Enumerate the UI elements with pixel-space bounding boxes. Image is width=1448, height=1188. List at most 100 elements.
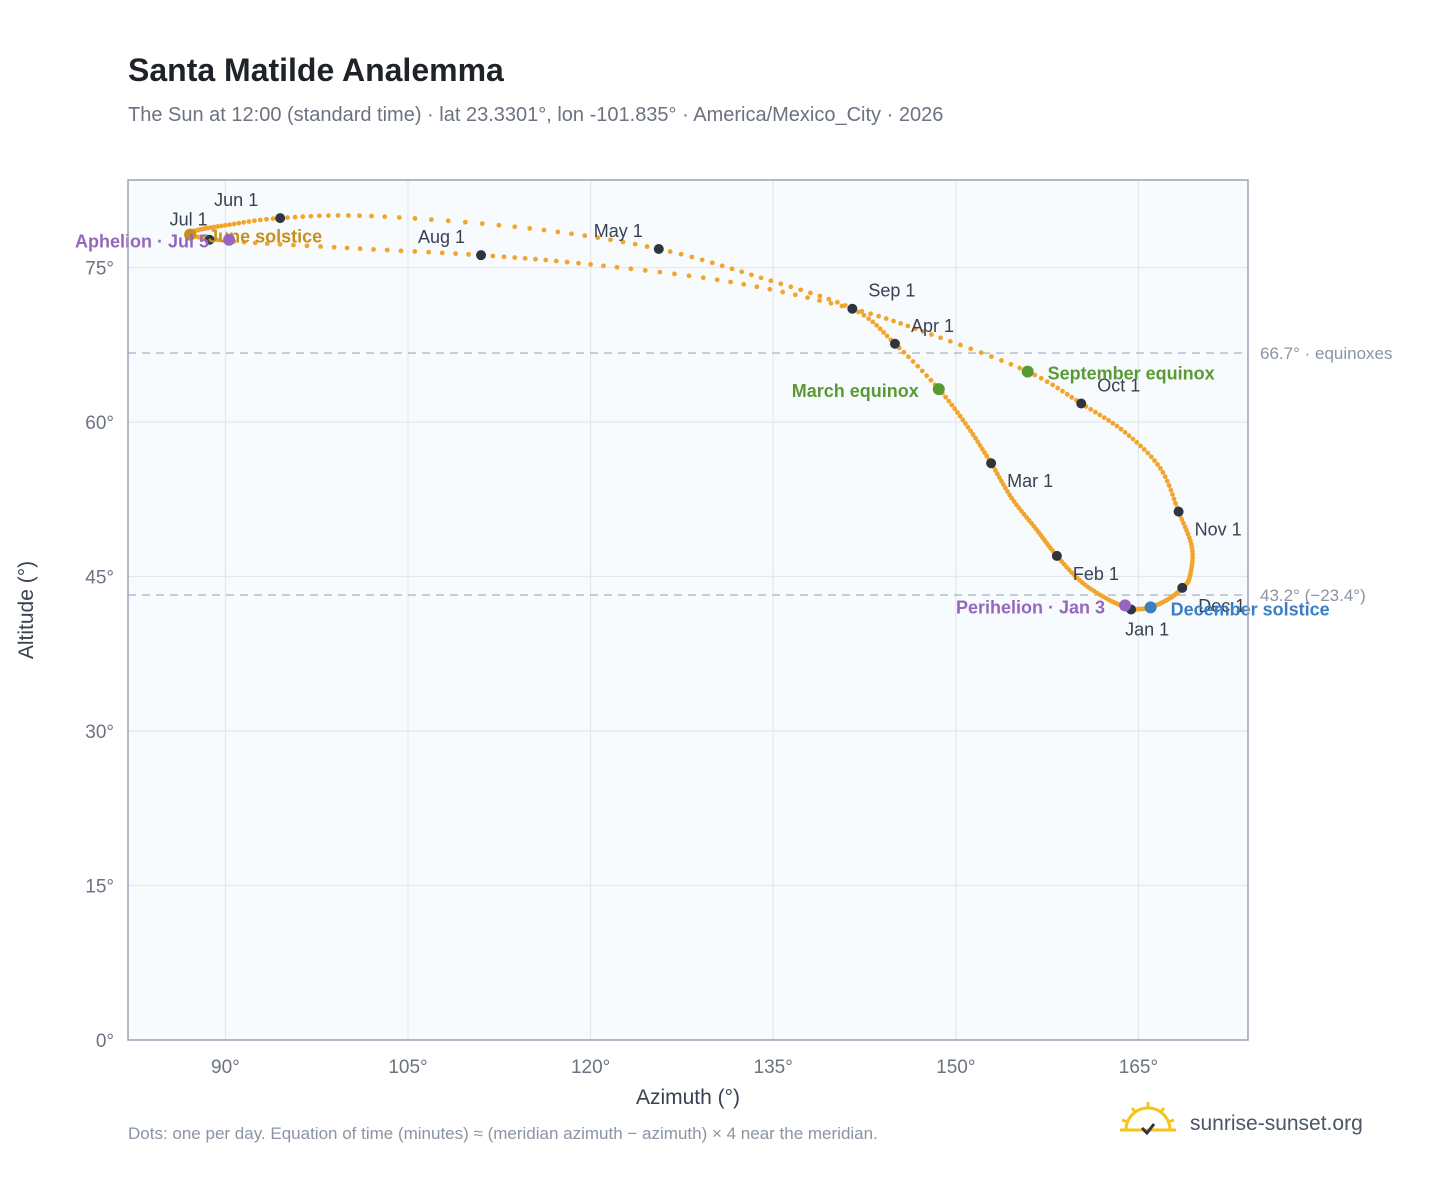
event-marker-label: June solstice bbox=[208, 227, 322, 247]
daily-dot bbox=[344, 245, 350, 251]
daily-dot bbox=[808, 290, 813, 296]
daily-dot bbox=[780, 289, 786, 295]
daily-dot bbox=[300, 214, 306, 220]
daily-dot bbox=[989, 354, 994, 359]
daily-dot bbox=[1190, 551, 1196, 557]
daily-dot bbox=[792, 292, 798, 298]
daily-dot bbox=[1110, 420, 1116, 426]
daily-dot bbox=[1152, 458, 1157, 463]
daily-dot bbox=[1060, 388, 1065, 394]
daily-dot bbox=[960, 417, 966, 423]
daily-dot bbox=[657, 269, 663, 275]
plot-area bbox=[128, 180, 1248, 1040]
daily-dot bbox=[965, 424, 971, 430]
brand[interactable]: sunrise-sunset.org bbox=[1120, 1100, 1390, 1150]
daily-dot bbox=[543, 257, 549, 263]
daily-dot bbox=[1148, 454, 1154, 460]
daily-dot bbox=[614, 264, 620, 270]
daily-dot bbox=[252, 240, 258, 246]
x-axis-ticks: 90° 105° 120° 135° 150° 165° bbox=[211, 1057, 1158, 1078]
event-marker-dot bbox=[184, 228, 197, 241]
y-axis-title: Altitude (°) bbox=[15, 561, 38, 659]
daily-dot bbox=[308, 213, 314, 219]
daily-dot bbox=[257, 217, 263, 223]
daily-dot bbox=[905, 323, 911, 329]
daily-dot bbox=[970, 432, 976, 437]
x-tick-label: 165° bbox=[1119, 1057, 1158, 1078]
x-tick-label: 105° bbox=[388, 1057, 427, 1078]
daily-dot bbox=[1170, 492, 1175, 497]
daily-dot bbox=[839, 303, 845, 309]
daily-dot bbox=[1173, 500, 1178, 506]
event-marker-dot bbox=[1119, 599, 1132, 612]
daily-dot bbox=[304, 243, 310, 249]
daily-dot bbox=[1114, 423, 1120, 429]
event-marker-label: Perihelion · Jan 3 bbox=[956, 597, 1105, 617]
daily-dot bbox=[241, 219, 247, 225]
reference-line-label: 43.2° (−23.4°) bbox=[1260, 586, 1366, 605]
daily-dot bbox=[318, 244, 324, 249]
event-markers: March equinox September equinox June solst… bbox=[75, 227, 1330, 620]
y-tick-label: 60° bbox=[85, 413, 114, 434]
daily-dot bbox=[928, 377, 934, 383]
daily-dot bbox=[805, 295, 810, 301]
daily-dot bbox=[632, 241, 638, 247]
daily-dot bbox=[1055, 385, 1061, 391]
daily-dot bbox=[861, 312, 867, 318]
x-tick-label: 90° bbox=[211, 1057, 240, 1078]
daily-dot bbox=[357, 246, 363, 252]
daily-dot bbox=[479, 221, 485, 227]
daily-dot bbox=[995, 471, 1000, 477]
daily-dot bbox=[246, 219, 252, 224]
daily-dot bbox=[788, 284, 794, 290]
daily-dot bbox=[1032, 372, 1038, 378]
daily-dot bbox=[325, 213, 331, 218]
daily-dot bbox=[883, 316, 889, 321]
daily-dot bbox=[955, 410, 960, 415]
daily-dot bbox=[910, 359, 916, 364]
daily-dot bbox=[218, 223, 224, 229]
daily-dot bbox=[1008, 361, 1014, 367]
daily-dot bbox=[891, 318, 896, 324]
month-marker-dot bbox=[1177, 582, 1188, 593]
daily-dot bbox=[595, 235, 601, 241]
daily-dot bbox=[739, 269, 745, 275]
daily-dot bbox=[977, 443, 983, 448]
daily-dot bbox=[496, 222, 502, 228]
daily-dot bbox=[924, 373, 930, 379]
event-marker-dot bbox=[1144, 601, 1157, 614]
daily-dot bbox=[264, 241, 270, 246]
reference-lines: 66.7° · equinoxes 43.2° (−23.4°) bbox=[128, 344, 1393, 605]
daily-dot bbox=[398, 248, 404, 254]
daily-dot bbox=[828, 300, 834, 306]
daily-dot bbox=[512, 224, 518, 230]
daily-dot bbox=[999, 478, 1004, 484]
daily-dot bbox=[200, 235, 206, 241]
daily-dot bbox=[884, 333, 890, 339]
daily-dot bbox=[1092, 409, 1098, 415]
daily-dot bbox=[490, 253, 496, 259]
daily-dot bbox=[946, 398, 952, 404]
daily-dot bbox=[915, 363, 921, 369]
daily-dot bbox=[231, 221, 237, 227]
daily-dot bbox=[877, 326, 883, 332]
daily-dot bbox=[982, 450, 987, 455]
daily-dot bbox=[369, 213, 374, 219]
daily-dot bbox=[453, 251, 459, 257]
chart-subtitle: The Sun at 12:00 (standard time) · lat 2… bbox=[128, 104, 944, 126]
daily-dot bbox=[512, 255, 518, 260]
footnote: Dots: one per day. Equation of time (min… bbox=[128, 1124, 878, 1143]
daily-dot bbox=[292, 214, 298, 220]
event-marker-label: Aphelion · Jul 5 bbox=[75, 232, 209, 252]
daily-dot bbox=[754, 284, 760, 290]
daily-dot bbox=[1168, 487, 1174, 493]
daily-dot bbox=[522, 255, 528, 261]
daily-dot bbox=[709, 260, 715, 266]
daily-dot bbox=[868, 311, 874, 317]
y-tick-label: 0° bbox=[96, 1031, 114, 1052]
daily-dot bbox=[968, 346, 974, 352]
y-tick-label: 45° bbox=[85, 568, 114, 589]
month-marker-dot bbox=[275, 213, 286, 224]
daily-dot bbox=[834, 299, 840, 305]
daily-dot bbox=[929, 332, 934, 337]
